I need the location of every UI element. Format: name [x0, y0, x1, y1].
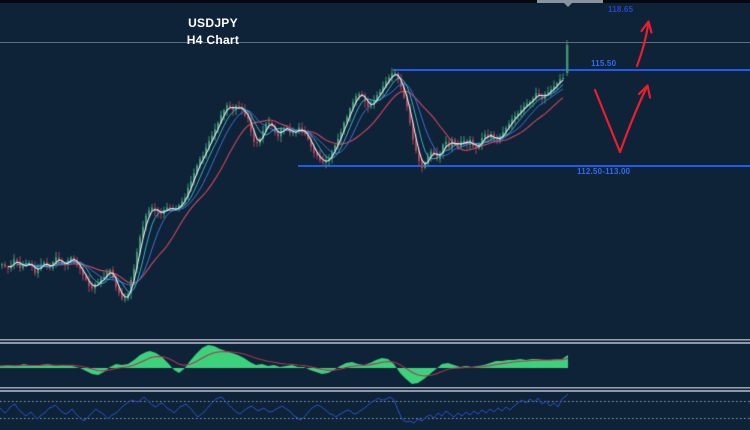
panel-separator-macd[interactable]: [0, 339, 750, 344]
collapse-triangle-icon[interactable]: [563, 2, 573, 7]
top-border-bar: [0, 0, 750, 3]
price-label-112-50-113-00: 112.50-113.00: [577, 167, 631, 176]
timeframe-label: H4 Chart: [186, 33, 240, 47]
price-label-118-65: 118.65: [608, 5, 634, 14]
top-marker-bar: [537, 0, 603, 3]
symbol-label: USDJPY: [188, 16, 238, 30]
chart-title: USDJPY H4 Chart: [183, 15, 243, 49]
price-label-115-50: 115.50: [591, 59, 617, 68]
panel-separator-oscillator[interactable]: [0, 387, 750, 392]
